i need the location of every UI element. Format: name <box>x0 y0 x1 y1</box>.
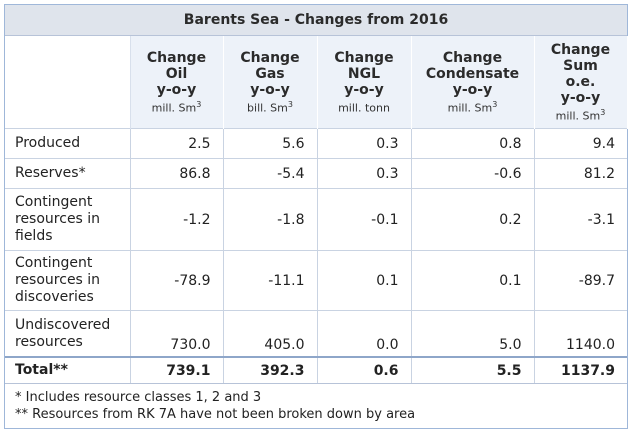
header-line: Change <box>550 41 611 58</box>
header-line: Oil <box>165 65 188 82</box>
header-gas: Change Gas y-o-y bill. Sm3 <box>223 36 318 129</box>
total-cell: 5.5 <box>410 356 534 383</box>
header-line: Change <box>442 49 503 66</box>
value-cell: -1.8 <box>222 188 317 251</box>
header-row: Change Oil y-o-y mill. Sm3 Change Gas y-… <box>5 36 628 129</box>
header-unit: mill. tonn <box>338 101 390 115</box>
header-unit: bill. Sm3 <box>247 99 293 115</box>
value-cell: -3.1 <box>533 188 627 251</box>
table-row-total: Total** 739.1 392.3 0.6 5.5 1137.9 <box>5 356 627 383</box>
value-cell: 0.2 <box>410 188 534 251</box>
value-cell: -78.9 <box>129 250 223 311</box>
value-cell: 0.0 <box>316 310 411 357</box>
value-cell: 0.3 <box>316 128 411 159</box>
header-unit: mill. Sm3 <box>151 99 202 115</box>
total-cell: 739.1 <box>129 356 223 383</box>
header-line: o.e. <box>565 73 596 90</box>
value-cell: -11.1 <box>222 250 317 311</box>
row-label: Contingent resources in fields <box>5 188 130 251</box>
row-label: Contingent resources in discoveries <box>5 250 130 311</box>
value-cell: 9.4 <box>533 128 627 159</box>
header-line: y-o-y <box>452 81 493 98</box>
value-cell: 0.1 <box>316 250 411 311</box>
value-cell: 81.2 <box>533 158 627 189</box>
value-cell: 0.1 <box>410 250 534 311</box>
header-unit: mill. Sm3 <box>447 99 498 115</box>
row-label: Reserves* <box>5 158 130 189</box>
value-cell: 730.0 <box>129 310 223 357</box>
value-cell: 5.6 <box>222 128 317 159</box>
header-sum-oe: Change Sum o.e. y-o-y mill. Sm3 <box>534 36 628 129</box>
value-cell: -89.7 <box>533 250 627 311</box>
header-line: Sum <box>563 57 598 74</box>
value-cell: -5.4 <box>222 158 317 189</box>
header-corner <box>5 36 131 129</box>
value-cell: -1.2 <box>129 188 223 251</box>
header-line: y-o-y <box>560 89 601 106</box>
header-line: y-o-y <box>344 81 384 98</box>
header-line: Change <box>334 49 394 66</box>
value-cell: 405.0 <box>222 310 317 357</box>
value-cell: 2.5 <box>129 128 223 159</box>
row-label: Produced <box>5 128 130 159</box>
table-row-reserves: Reserves* 86.8 -5.4 0.3 -0.6 81.2 <box>5 158 627 189</box>
changes-table: Change Oil y-o-y mill. Sm3 Change Gas y-… <box>5 36 628 383</box>
header-line: Condensate <box>425 65 520 82</box>
value-cell: 0.3 <box>316 158 411 189</box>
header-line: y-o-y <box>156 81 197 98</box>
header-line: Gas <box>255 65 285 82</box>
resource-table-panel: Barents Sea - Changes from 2016 Change O… <box>4 4 628 429</box>
total-label: Total** <box>5 356 130 383</box>
header-line: Change <box>146 49 207 66</box>
value-cell: 1140.0 <box>533 310 627 357</box>
footnote: ** Resources from RK 7A have not been br… <box>15 407 416 422</box>
value-cell: 0.8 <box>410 128 534 159</box>
value-cell: 5.0 <box>410 310 534 357</box>
value-cell: -0.6 <box>410 158 534 189</box>
header-line: y-o-y <box>250 81 290 98</box>
header-condensate: Change Condensate y-o-y mill. Sm3 <box>411 36 535 129</box>
table-row-contingent-discoveries: Contingent resources in discoveries -78.… <box>5 250 627 311</box>
total-cell: 1137.9 <box>533 356 627 383</box>
table-row-contingent-fields: Contingent resources in fields -1.2 -1.8… <box>5 188 627 251</box>
header-line: Change <box>240 49 300 66</box>
total-cell: 392.3 <box>222 356 317 383</box>
header-oil: Change Oil y-o-y mill. Sm3 <box>130 36 224 129</box>
footnotes: * Includes resource classes 1, 2 and 3 *… <box>5 383 627 423</box>
header-ngl: Change NGL y-o-y mill. tonn <box>317 36 412 129</box>
value-cell: 86.8 <box>129 158 223 189</box>
total-cell: 0.6 <box>316 356 411 383</box>
table-row-produced: Produced 2.5 5.6 0.3 0.8 9.4 <box>5 128 627 159</box>
footnote: * Includes resource classes 1, 2 and 3 <box>15 390 262 405</box>
table-row-undiscovered: Undiscovered resources 730.0 405.0 0.0 5… <box>5 310 627 357</box>
row-label: Undiscovered resources <box>5 310 130 357</box>
value-cell: -0.1 <box>316 188 411 251</box>
header-unit: mill. Sm3 <box>555 107 606 123</box>
header-line: NGL <box>347 65 381 82</box>
table-title: Barents Sea - Changes from 2016 <box>5 5 627 36</box>
